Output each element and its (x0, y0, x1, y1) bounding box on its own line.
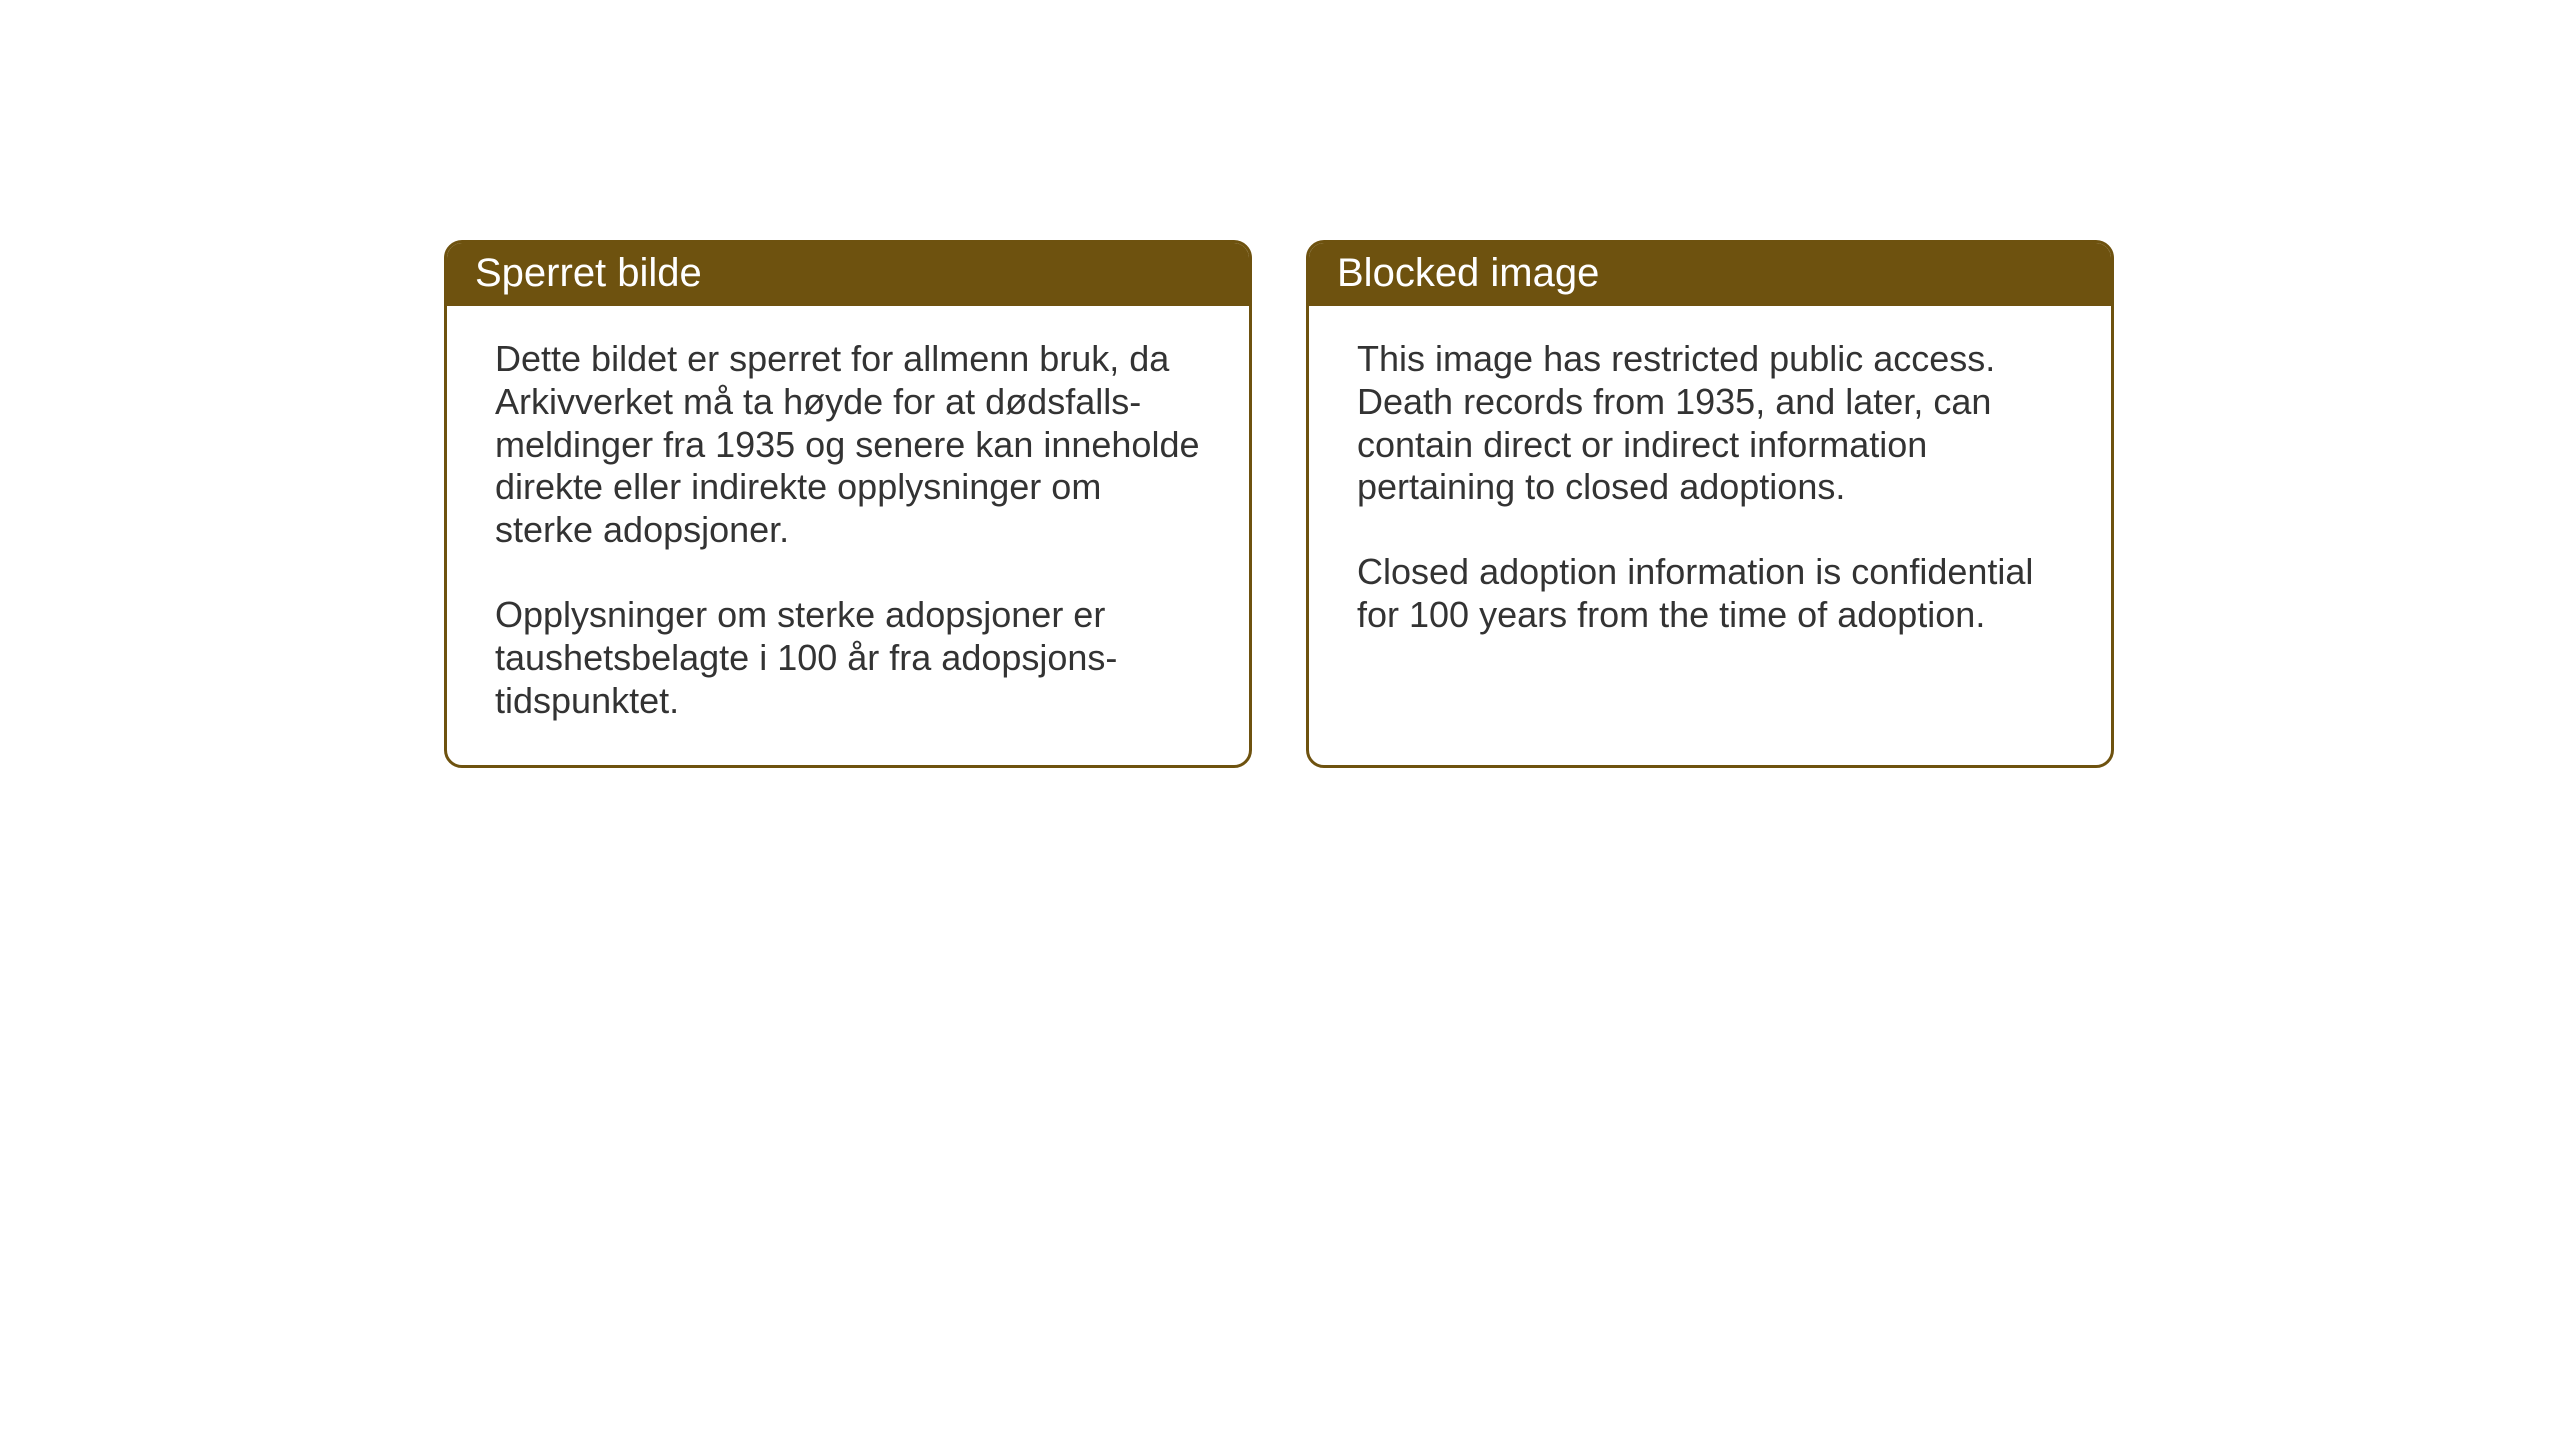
notice-title-english: Blocked image (1337, 251, 1599, 295)
notice-card-norwegian: Sperret bilde Dette bildet er sperret fo… (444, 240, 1252, 768)
notice-paragraph-1-norwegian: Dette bildet er sperret for allmenn bruk… (495, 338, 1201, 552)
notice-body-norwegian: Dette bildet er sperret for allmenn bruk… (447, 306, 1249, 765)
notice-paragraph-1-english: This image has restricted public access.… (1357, 338, 2063, 509)
notice-container: Sperret bilde Dette bildet er sperret fo… (444, 240, 2114, 768)
notice-paragraph-2-norwegian: Opplysninger om sterke adopsjoner er tau… (495, 594, 1201, 722)
notice-body-english: This image has restricted public access.… (1309, 306, 2111, 679)
notice-card-english: Blocked image This image has restricted … (1306, 240, 2114, 768)
notice-header-english: Blocked image (1309, 243, 2111, 306)
notice-header-norwegian: Sperret bilde (447, 243, 1249, 306)
notice-paragraph-2-english: Closed adoption information is confident… (1357, 551, 2063, 637)
notice-title-norwegian: Sperret bilde (475, 251, 702, 295)
